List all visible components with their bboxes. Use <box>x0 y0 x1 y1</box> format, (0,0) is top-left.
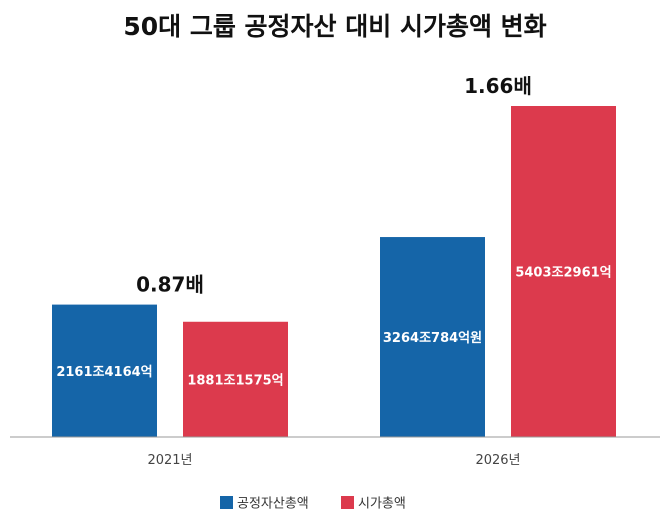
x-axis-ticks: 2021년 2026년 <box>147 453 520 468</box>
bar-value-label: 5403조2961억 <box>515 266 611 281</box>
legend-label: 공정자산총액 <box>237 497 309 512</box>
x-tick-label: 2021년 <box>147 453 192 468</box>
chart-title: 50대 그룹 공정자산 대비 시가총액 변화 <box>123 12 546 41</box>
bar-assets-2 <box>380 237 485 437</box>
bar-market-cap-1 <box>183 321 288 437</box>
ratio-label: 0.87배 <box>136 273 204 297</box>
bar-value-label: 2161조4164억 <box>56 365 152 380</box>
bar-value-label: 1881조1575억 <box>187 373 283 388</box>
ratio-label: 1.66배 <box>464 74 532 98</box>
bar-market-cap-2 <box>511 106 616 437</box>
bar-value-label: 3264조784억원 <box>383 331 482 346</box>
x-tick-label: 2026년 <box>475 453 520 468</box>
bars-group: 2161조4164억 1881조1575억 0.87배 3264조784억원 5403조… <box>52 74 616 437</box>
legend: 공정자산총액 시가총액 <box>220 496 406 512</box>
legend-label: 시가총액 <box>358 497 406 512</box>
bar-assets-1 <box>52 304 157 437</box>
legend-swatch <box>220 496 233 509</box>
legend-swatch <box>341 496 354 509</box>
